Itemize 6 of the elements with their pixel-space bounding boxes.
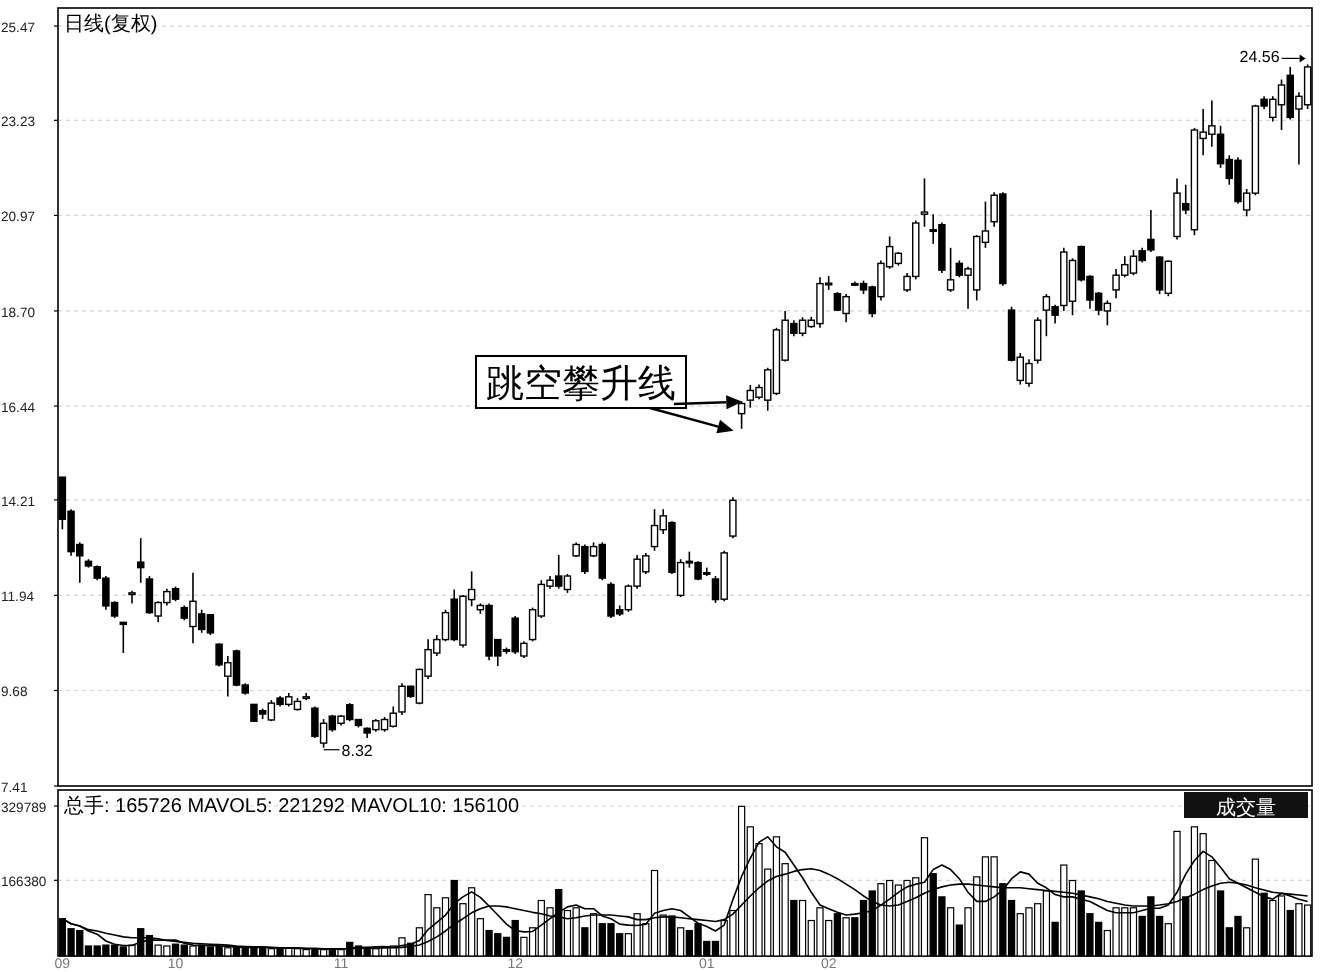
annotation: 8.32 <box>341 741 374 760</box>
annotation: 跳空攀升线 <box>486 362 676 406</box>
chart-title: 日线(复权) <box>64 12 158 36</box>
chart-title: 总手: 165726 MAVOL5: 221292 MAVOL10: 156100 <box>62 794 520 818</box>
annotation: 成交量 <box>1216 796 1276 820</box>
annotation: 24.56 <box>1239 48 1281 67</box>
